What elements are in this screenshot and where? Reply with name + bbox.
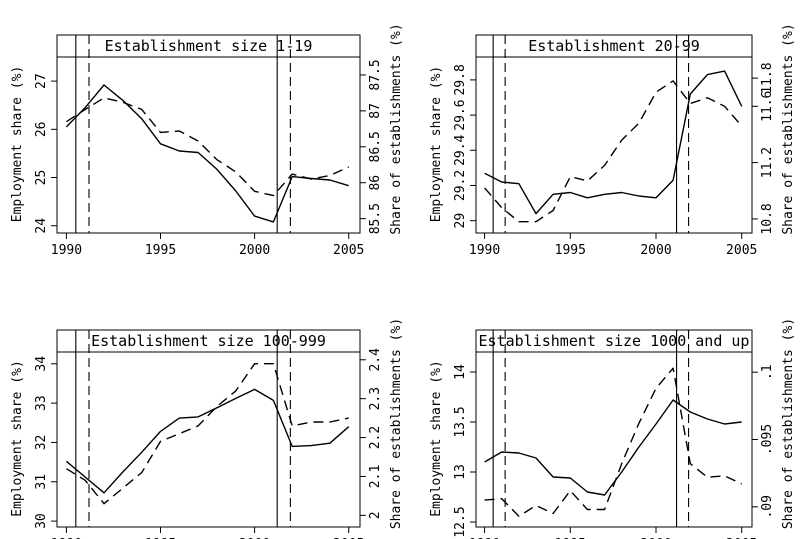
y-axis-label: Employment share (%) — [429, 360, 444, 517]
series-line-employment — [484, 70, 743, 215]
y-tick-label: 12.5 — [453, 506, 468, 537]
series-line-employment — [65, 388, 350, 494]
y-right-tick-label: .09 — [760, 495, 775, 518]
y-tick-label: 34 — [34, 356, 49, 372]
y-tick-label: 29.8 — [453, 64, 468, 95]
y-tick-label: 32 — [34, 435, 49, 451]
y-right-axis-label: Share of establishments (%) — [781, 23, 796, 234]
x-tick-label: 2005 — [333, 537, 364, 539]
y-right-tick-label: 86.5 — [368, 131, 383, 162]
x-tick-label: 2000 — [239, 537, 270, 539]
panel-establishment-1000-up: Establishment size 1000 and up 1990 1995 20… — [429, 318, 796, 539]
x-tick-label: 2000 — [640, 243, 671, 258]
y-right-tick-label: 2 — [368, 511, 383, 519]
x-tick-label: 1990 — [51, 537, 82, 539]
panel-establishment-1-19: Establishment size 1-19 1990 1995 2000 2005 2… — [10, 23, 404, 258]
y-right-tick-label: 2.2 — [368, 426, 383, 449]
y-right-tick-label: 11.2 — [760, 147, 775, 178]
y-right-tick-label: 85.5 — [368, 203, 383, 234]
x-tick-label: 2005 — [333, 243, 364, 258]
x-tick-label: 2000 — [640, 537, 671, 539]
x-tick-label: 1995 — [555, 537, 586, 539]
series-line-establishments — [484, 367, 742, 517]
y-tick-label: 27 — [34, 73, 49, 89]
panel-title: Establishment 20-99 — [528, 37, 700, 55]
panel-title: Establishment size 100-999 — [91, 332, 326, 350]
y-right-tick-label: .095 — [760, 424, 775, 455]
y-tick-label: 29.4 — [453, 134, 468, 165]
y-tick-label: 30 — [34, 513, 49, 529]
panel-title: Establishment size 1000 and up — [479, 332, 750, 350]
x-tick-label: 1995 — [145, 243, 176, 258]
y-right-tick-label: 11.8 — [760, 62, 775, 93]
y-tick-label: 13 — [453, 464, 468, 480]
y-tick-label: 29.6 — [453, 99, 468, 130]
series-line-establishments — [66, 363, 349, 505]
x-tick-label: 1995 — [555, 243, 586, 258]
series-line-employment — [484, 399, 742, 496]
y-tick-label: 26 — [34, 122, 49, 138]
panel-establishment-100-999: Establishment size 100-999 1990 1995 2000 20… — [10, 318, 404, 539]
y-right-tick-label: .1 — [760, 364, 775, 380]
panel-title: Establishment size 1-19 — [105, 37, 313, 55]
y-axis-label: Employment share (%) — [429, 66, 444, 223]
y-right-axis-label: Share of establishments (%) — [781, 318, 796, 529]
series-line-employment — [65, 84, 349, 223]
x-tick-label: 2000 — [239, 243, 270, 258]
y-tick-label: 13.5 — [453, 406, 468, 437]
y-axis-label: Employment share (%) — [10, 360, 25, 517]
x-tick-label: 1990 — [51, 243, 82, 258]
y-tick-label: 25 — [34, 170, 49, 186]
plot-frame — [475, 329, 753, 528]
x-tick-label: 1990 — [469, 537, 500, 539]
plot-frame — [56, 329, 361, 528]
y-right-tick-label: 87 — [368, 103, 383, 119]
x-tick-label: 2005 — [726, 537, 757, 539]
series-line-establishments — [484, 80, 743, 223]
series-line-establishments — [66, 97, 349, 197]
y-tick-label: 14 — [453, 364, 468, 380]
y-right-tick-label: 11.6 — [760, 91, 775, 122]
y-right-tick-label: 87.5 — [368, 59, 383, 90]
y-axis-label: Employment share (%) — [10, 66, 25, 223]
plot-frame — [56, 34, 361, 234]
x-tick-label: 1995 — [145, 537, 176, 539]
panel-establishment-20-99: Establishment 20-99 1990 1995 2000 2005 29 29.… — [429, 23, 796, 258]
y-tick-label: 33 — [34, 395, 49, 411]
y-tick-label: 31 — [34, 474, 49, 490]
plot-frame — [475, 34, 753, 234]
y-right-tick-label: 2.3 — [368, 387, 383, 410]
y-tick-label: 24 — [34, 218, 49, 234]
y-tick-label: 29.2 — [453, 170, 468, 201]
y-right-axis-label: Share of establishments (%) — [389, 318, 404, 529]
y-right-tick-label: 2.1 — [368, 465, 383, 488]
y-right-tick-label: 10.8 — [760, 203, 775, 234]
y-tick-label: 29 — [453, 213, 468, 229]
y-right-tick-label: 2.4 — [368, 348, 383, 372]
y-right-axis-label: Share of establishments (%) — [389, 23, 404, 234]
y-right-tick-label: 86 — [368, 175, 383, 191]
x-tick-label: 2005 — [726, 243, 757, 258]
x-tick-label: 1990 — [469, 243, 500, 258]
